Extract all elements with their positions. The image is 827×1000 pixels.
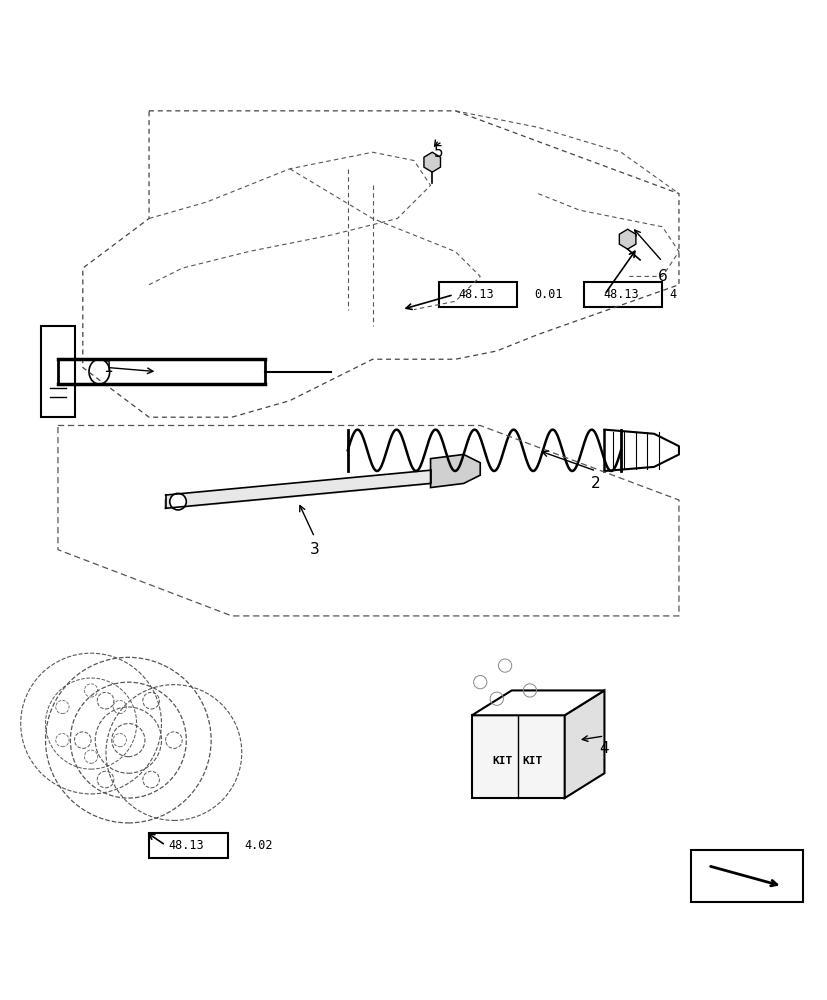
Text: 0.01: 0.01 (533, 288, 562, 301)
Text: 48.13: 48.13 (457, 288, 494, 301)
Text: 4.02: 4.02 (244, 839, 272, 852)
Polygon shape (619, 229, 635, 249)
Text: 4: 4 (599, 741, 609, 756)
Text: 48.13: 48.13 (168, 839, 204, 852)
FancyBboxPatch shape (149, 833, 227, 858)
Text: KIT: KIT (522, 756, 542, 766)
Text: 3: 3 (309, 542, 319, 557)
Text: 48.13: 48.13 (602, 288, 638, 301)
Polygon shape (430, 454, 480, 488)
Bar (691, 850, 802, 902)
Text: 2: 2 (590, 476, 600, 491)
Text: 4: 4 (669, 288, 676, 301)
Polygon shape (471, 715, 564, 798)
Polygon shape (564, 690, 604, 798)
Text: 1: 1 (103, 360, 112, 375)
FancyBboxPatch shape (583, 282, 662, 307)
Text: 6: 6 (657, 269, 667, 284)
FancyBboxPatch shape (438, 282, 517, 307)
Polygon shape (423, 152, 440, 172)
Polygon shape (165, 471, 447, 508)
Polygon shape (471, 690, 604, 715)
Circle shape (170, 493, 186, 510)
Text: 5: 5 (433, 145, 443, 160)
Text: KIT: KIT (492, 756, 512, 766)
